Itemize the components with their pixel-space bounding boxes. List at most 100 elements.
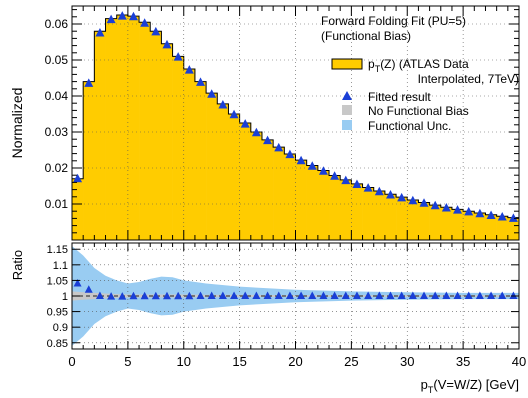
fitted-point xyxy=(464,206,474,216)
ratio-point xyxy=(263,291,272,299)
histogram-bar xyxy=(183,69,196,240)
ratio-point xyxy=(475,291,484,299)
fitted-point xyxy=(296,155,306,165)
legend-label-no-bias: No Functional Bias xyxy=(368,104,469,118)
fitted-point xyxy=(95,28,105,37)
histogram-bar xyxy=(250,132,263,240)
fitted-point xyxy=(106,14,116,24)
top-y-tick-label: 0.04 xyxy=(45,89,69,103)
fitted-point xyxy=(251,127,261,137)
ratio-point xyxy=(129,291,138,300)
fitted-point xyxy=(352,179,362,189)
annotation-line1: Forward Folding Fit (PU=5) xyxy=(321,14,466,28)
data-histogram xyxy=(71,14,520,241)
fitted-point xyxy=(318,166,328,175)
ratio-axis-ticks: 0.85 0.9 0.95 1 1.05 1.1 1.15 0 5 10 15 20 25 30 35 40 xyxy=(47,243,526,369)
ratio-point xyxy=(509,291,518,299)
fitted-point xyxy=(330,171,340,180)
fitted-point xyxy=(140,18,150,27)
histogram-bar xyxy=(373,191,386,240)
fitted-point xyxy=(173,52,183,61)
ratio-y-tick-label: 0.85 xyxy=(47,338,68,350)
ratio-x-tick-label: 25 xyxy=(344,354,358,369)
fitted-point xyxy=(128,11,138,21)
ratio-y-tick-label: 1.15 xyxy=(47,244,68,256)
histogram-bar xyxy=(295,160,307,240)
fitted-point xyxy=(441,202,451,212)
histogram-bar xyxy=(396,197,408,240)
legend-swatch-unc xyxy=(342,120,352,130)
ratio-point xyxy=(442,291,451,299)
ratio-point xyxy=(308,291,317,299)
ratio-point xyxy=(487,291,496,299)
fitted-point xyxy=(73,173,83,183)
ratio-point xyxy=(73,279,82,287)
fitted-point xyxy=(363,183,373,192)
top-axis-ticks: 0.01 0.02 0.03 0.04 0.05 0.06 xyxy=(45,6,520,240)
histogram-bar xyxy=(83,81,95,240)
histogram-bar xyxy=(116,15,129,240)
ratio-point xyxy=(352,291,361,299)
x-axis-label: pT(V=W/Z) [GeV] xyxy=(421,377,519,395)
fitted-point xyxy=(84,78,94,87)
histogram-bar xyxy=(351,183,363,240)
histogram-bar xyxy=(384,194,397,240)
histogram-bar xyxy=(206,93,218,241)
ratio-point xyxy=(386,291,395,299)
ratio-point xyxy=(453,291,462,299)
ratio-point xyxy=(285,291,294,299)
fitted-point xyxy=(486,210,496,220)
legend-label-fitted: Fitted result xyxy=(368,90,431,104)
histogram-bar xyxy=(340,179,352,240)
ratio-point xyxy=(118,292,127,300)
fitted-point xyxy=(151,26,161,36)
histogram-bar xyxy=(72,178,84,240)
ratio-point xyxy=(174,291,183,300)
ratio-x-tick-label: 0 xyxy=(68,354,75,369)
ratio-point xyxy=(230,291,239,299)
histogram-bar xyxy=(496,216,509,240)
histogram-bar xyxy=(139,22,151,241)
ratio-x-tick-label: 30 xyxy=(400,354,414,369)
fitted-point xyxy=(374,186,384,196)
histogram-bar xyxy=(463,211,475,240)
fitted-point xyxy=(385,190,395,199)
ratio-y-tick-label: 1.1 xyxy=(53,260,68,272)
ratio-x-tick-label: 20 xyxy=(288,354,302,369)
ratio-point xyxy=(408,291,417,299)
ratio-point xyxy=(319,291,328,299)
fitted-point xyxy=(397,192,407,202)
fitted-point xyxy=(218,100,228,109)
ratio-point xyxy=(162,291,171,300)
histogram-bar xyxy=(474,213,486,240)
top-y-tick-label: 0.05 xyxy=(45,53,69,67)
histogram-bar xyxy=(317,170,330,240)
legend-marker-fitted xyxy=(342,91,352,100)
ratio-point xyxy=(107,292,116,300)
fitted-result-points xyxy=(73,11,518,222)
ratio-y-tick-label: 0.9 xyxy=(53,322,68,334)
histogram-bar xyxy=(194,81,207,240)
ratio-point xyxy=(151,291,160,300)
histogram-bar xyxy=(172,56,185,241)
ratio-point xyxy=(84,285,93,293)
histogram-bar xyxy=(451,209,464,240)
ratio-point xyxy=(95,291,104,299)
legend-swatch-data xyxy=(331,58,363,70)
annotation-line2: (Functional Bias) xyxy=(321,29,411,43)
ratio-x-tick-label: 35 xyxy=(456,354,470,369)
ratio-point xyxy=(140,291,149,300)
ratio-point xyxy=(420,291,429,299)
ratio-point xyxy=(375,291,384,299)
fitted-point xyxy=(285,149,295,159)
ratio-point xyxy=(498,291,507,299)
fitted-point xyxy=(184,65,194,74)
histogram-bar xyxy=(228,114,240,240)
fitted-point xyxy=(430,200,440,210)
ratio-point xyxy=(431,291,440,299)
ratio-point xyxy=(297,291,306,299)
ratio-point xyxy=(464,291,473,299)
ratio-point xyxy=(196,291,205,299)
